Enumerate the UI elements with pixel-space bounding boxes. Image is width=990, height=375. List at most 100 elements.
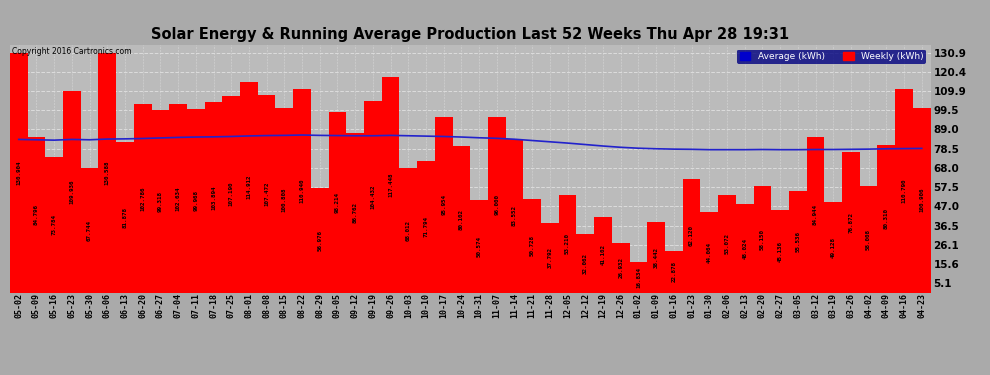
Bar xyxy=(683,178,700,292)
Text: 16.834: 16.834 xyxy=(636,267,641,288)
Text: 95.954: 95.954 xyxy=(442,194,446,215)
Text: 26.932: 26.932 xyxy=(618,257,624,278)
Bar xyxy=(630,262,647,292)
Bar xyxy=(771,210,789,292)
Text: 107.472: 107.472 xyxy=(264,182,269,206)
Bar xyxy=(399,168,417,292)
Bar xyxy=(346,134,364,292)
Text: 98.214: 98.214 xyxy=(335,192,340,213)
Bar xyxy=(382,77,399,292)
Text: 58.150: 58.150 xyxy=(760,229,765,250)
Bar xyxy=(452,146,470,292)
Bar xyxy=(329,112,346,292)
Text: 53.072: 53.072 xyxy=(725,233,730,254)
Text: 100.808: 100.808 xyxy=(282,188,287,212)
Text: 71.794: 71.794 xyxy=(424,216,429,237)
Bar xyxy=(223,96,241,292)
Text: 102.786: 102.786 xyxy=(141,186,146,210)
Title: Solar Energy & Running Average Production Last 52 Weeks Thu Apr 28 19:31: Solar Energy & Running Average Productio… xyxy=(151,27,789,42)
Legend: Average (kWh), Weekly (kWh): Average (kWh), Weekly (kWh) xyxy=(737,50,926,64)
Bar xyxy=(311,188,329,292)
Bar xyxy=(46,157,63,292)
Text: 56.976: 56.976 xyxy=(317,230,323,251)
Text: 103.894: 103.894 xyxy=(211,185,216,210)
Bar xyxy=(240,82,257,292)
Text: 114.912: 114.912 xyxy=(247,175,251,200)
Text: 53.210: 53.210 xyxy=(565,233,570,254)
Bar xyxy=(151,110,169,292)
Bar xyxy=(612,243,630,292)
Bar xyxy=(524,200,542,292)
Text: 83.552: 83.552 xyxy=(512,206,517,226)
Bar xyxy=(169,104,187,292)
Bar xyxy=(81,168,98,292)
Bar xyxy=(913,108,931,292)
Bar xyxy=(859,186,877,292)
Bar xyxy=(558,195,576,292)
Bar xyxy=(275,108,293,292)
Text: 44.064: 44.064 xyxy=(707,242,712,262)
Text: 107.190: 107.190 xyxy=(229,182,234,207)
Text: 104.432: 104.432 xyxy=(370,184,375,209)
Bar xyxy=(736,204,753,292)
Text: 55.536: 55.536 xyxy=(795,231,800,252)
Bar xyxy=(825,202,842,292)
Text: 110.790: 110.790 xyxy=(902,179,907,203)
Text: 130.904: 130.904 xyxy=(16,160,21,185)
Bar xyxy=(488,117,506,292)
Text: 22.878: 22.878 xyxy=(671,261,676,282)
Text: 49.128: 49.128 xyxy=(831,237,836,258)
Text: 99.318: 99.318 xyxy=(157,191,163,212)
Text: 80.102: 80.102 xyxy=(459,209,464,230)
Bar xyxy=(63,91,81,292)
Bar xyxy=(293,89,311,292)
Text: 80.310: 80.310 xyxy=(884,209,889,230)
Text: 67.744: 67.744 xyxy=(87,220,92,241)
Text: 102.634: 102.634 xyxy=(175,186,180,211)
Text: 86.762: 86.762 xyxy=(352,202,357,223)
Bar xyxy=(789,190,807,292)
Text: 100.906: 100.906 xyxy=(920,188,925,212)
Text: 37.792: 37.792 xyxy=(547,248,552,268)
Text: 76.872: 76.872 xyxy=(848,211,853,232)
Text: 130.588: 130.588 xyxy=(105,160,110,185)
Text: 58.008: 58.008 xyxy=(866,229,871,250)
Bar xyxy=(895,89,913,292)
Bar xyxy=(753,186,771,292)
Text: 48.024: 48.024 xyxy=(742,238,747,259)
Text: 38.442: 38.442 xyxy=(653,247,658,268)
Bar xyxy=(807,137,825,292)
Text: 109.936: 109.936 xyxy=(69,180,74,204)
Text: 99.968: 99.968 xyxy=(193,190,198,211)
Text: 73.784: 73.784 xyxy=(51,214,56,236)
Bar xyxy=(877,145,895,292)
Text: 50.574: 50.574 xyxy=(476,236,481,256)
Text: 117.448: 117.448 xyxy=(388,172,393,197)
Bar xyxy=(842,152,859,292)
Text: 84.796: 84.796 xyxy=(34,204,39,225)
Text: 41.102: 41.102 xyxy=(601,244,606,266)
Text: 96.000: 96.000 xyxy=(494,194,499,215)
Bar xyxy=(257,96,275,292)
Bar xyxy=(134,104,151,292)
Bar xyxy=(28,137,46,292)
Bar xyxy=(10,53,28,292)
Bar xyxy=(116,142,134,292)
Bar xyxy=(470,200,488,292)
Bar xyxy=(417,161,435,292)
Bar xyxy=(665,251,683,292)
Bar xyxy=(647,222,665,292)
Bar xyxy=(506,140,524,292)
Text: 84.944: 84.944 xyxy=(813,204,818,225)
Bar xyxy=(718,195,736,292)
Text: 62.120: 62.120 xyxy=(689,225,694,246)
Text: 45.136: 45.136 xyxy=(777,241,783,262)
Text: 110.940: 110.940 xyxy=(300,178,305,203)
Bar xyxy=(542,223,558,292)
Text: 81.878: 81.878 xyxy=(123,207,128,228)
Bar xyxy=(700,212,718,292)
Text: Copyright 2016 Cartronics.com: Copyright 2016 Cartronics.com xyxy=(12,48,132,57)
Text: 50.728: 50.728 xyxy=(530,236,535,256)
Bar xyxy=(187,109,205,292)
Bar xyxy=(98,53,116,292)
